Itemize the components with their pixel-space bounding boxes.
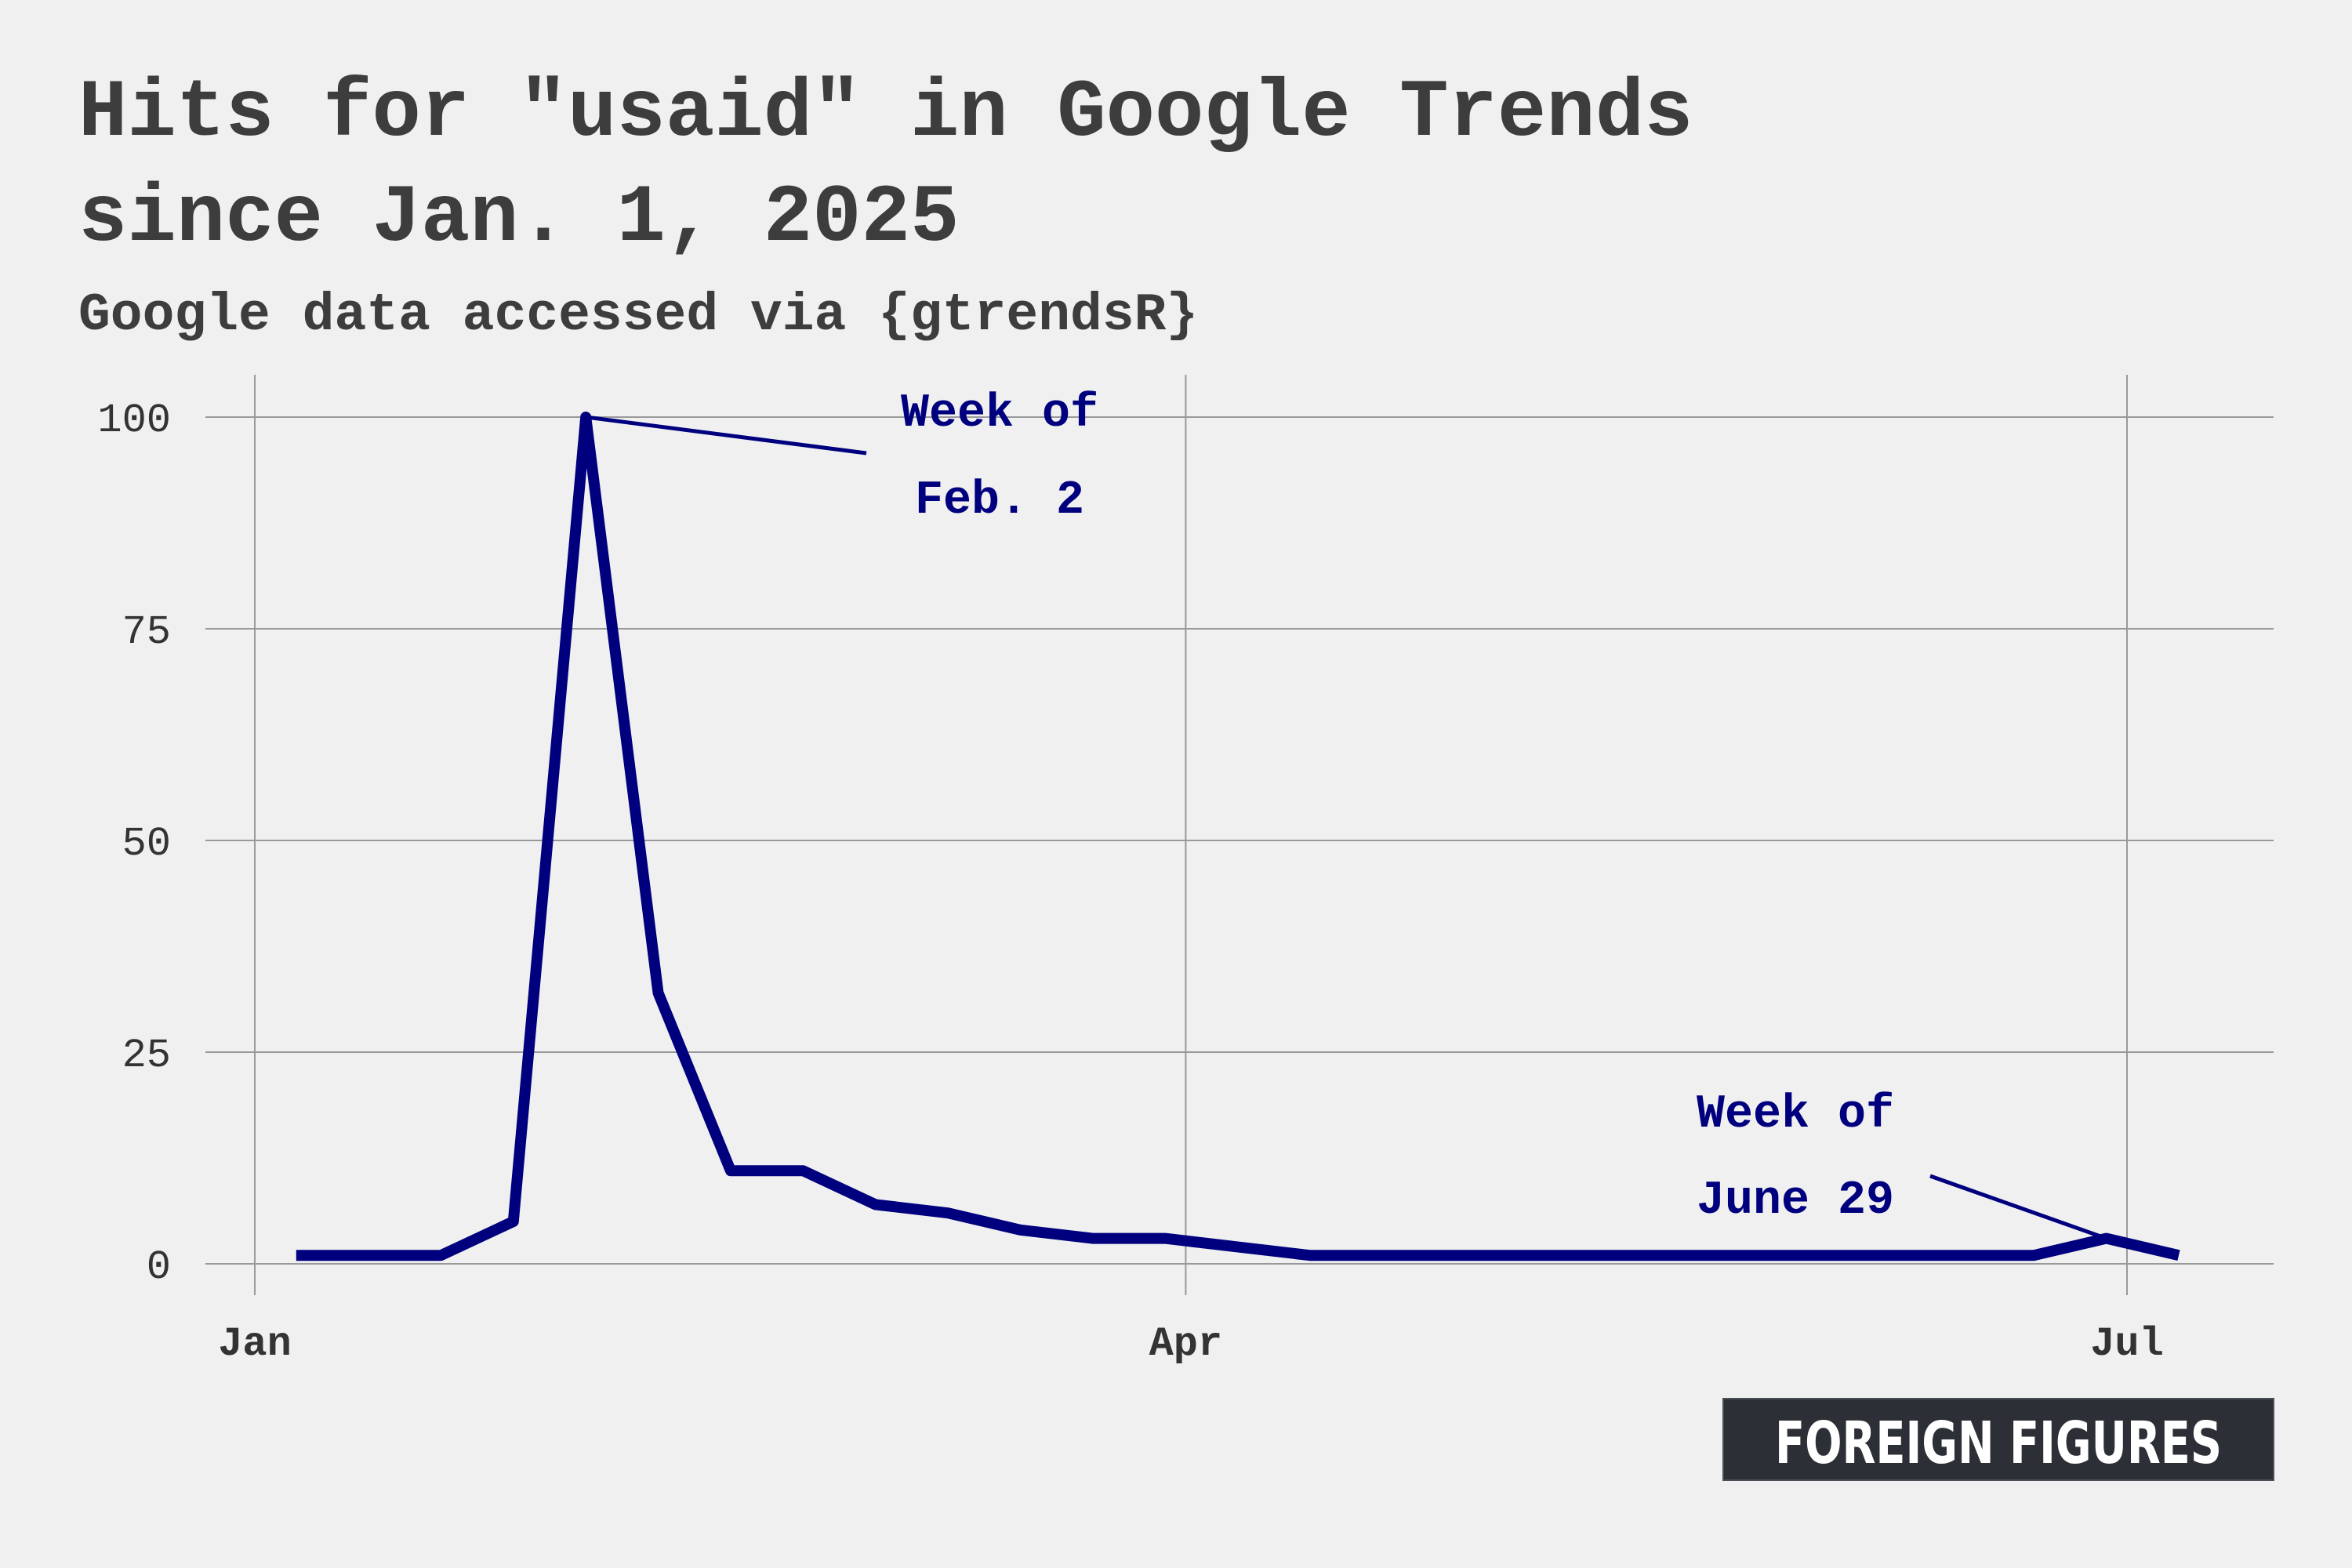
annotation-feb-2-line-1: Week of: [901, 387, 1098, 441]
series-line-usaid: [296, 412, 2180, 1261]
y-tick-label: 50: [122, 821, 171, 867]
x-axis-tick-labels: Jan Apr Jul: [218, 1321, 2164, 1367]
foreign-figures-logo: FOREIGN FIGURES: [1722, 1398, 2274, 1481]
annotation-june-29-line-1: Week of: [1697, 1088, 1894, 1142]
annotation-leader-june-29: [1929, 1174, 2107, 1240]
chart-title-line-1: Hits for "usaid" in Google Trends: [78, 67, 1693, 160]
x-tick-label: Jul: [2090, 1321, 2164, 1367]
logo-text: FOREIGN FIGURES: [1775, 1410, 2222, 1477]
annotation-leader-feb-2: [585, 415, 867, 456]
chart-title-line-2: since Jan. 1, 2025: [78, 172, 959, 265]
annotation-feb-2-line-2: Feb. 2: [915, 474, 1084, 528]
y-axis-tick-labels: 0 25 50 75 100: [97, 397, 171, 1290]
vertical-gridlines: [254, 375, 2128, 1295]
x-tick-label: Jan: [218, 1321, 292, 1367]
chart-subtitle: Google data accessed via {gtrendsR}: [78, 285, 1198, 346]
annotation-june-29-line-2: June 29: [1697, 1174, 1894, 1228]
y-tick-label: 75: [122, 609, 171, 655]
y-tick-label: 100: [97, 397, 171, 444]
y-tick-label: 0: [147, 1244, 171, 1290]
y-tick-label: 25: [122, 1033, 171, 1079]
x-tick-label: Apr: [1149, 1321, 1223, 1367]
